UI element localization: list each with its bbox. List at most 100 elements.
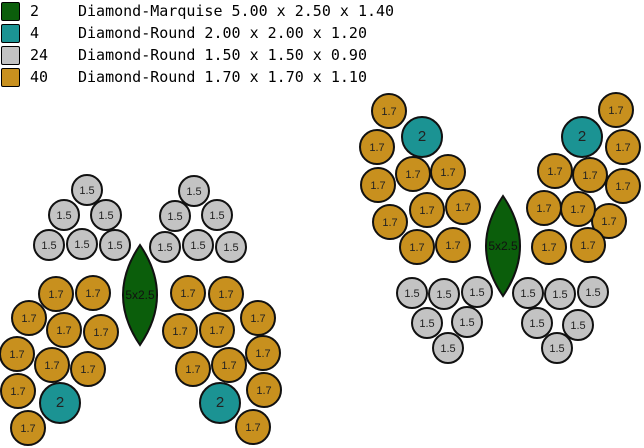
- round-stone-1-7: [75, 275, 111, 311]
- round-stone-1-7: [246, 372, 282, 408]
- round-stone-1-7-label: 1.7: [445, 240, 460, 252]
- round-stone-1-7: [0, 336, 35, 372]
- round-stone-1-7-label: 1.7: [255, 348, 270, 360]
- round-stone-1-5-label: 1.5: [157, 242, 172, 254]
- round-stone-1-5: [33, 229, 65, 261]
- round-stone-2-label: 2: [56, 394, 64, 411]
- round-stone-1-7-label: 1.7: [409, 242, 424, 254]
- round-stone-1-5: [451, 306, 483, 338]
- round-stone-1-7: [211, 347, 247, 383]
- round-stone-1-5: [182, 229, 214, 261]
- round-stone-1-7-label: 1.7: [44, 360, 59, 372]
- round-stone-1-7: [605, 168, 641, 204]
- round-stone-1-5-label: 1.5: [469, 287, 484, 299]
- round-stone-1-5-label: 1.5: [520, 288, 535, 300]
- round-stone-1-7-label: 1.7: [608, 105, 623, 117]
- round-stone-1-5-label: 1.5: [549, 343, 564, 355]
- round-stone-2-label: 2: [216, 394, 224, 411]
- round-stone-1-5: [396, 277, 428, 309]
- round-stone-1-7-label: 1.7: [180, 288, 195, 300]
- round-stone-1-5: [544, 278, 576, 310]
- round-stone-1-7: [38, 276, 74, 312]
- round-stone-1-7: [435, 227, 471, 263]
- round-stone-1-7: [359, 129, 395, 165]
- round-stone-1-7-label: 1.7: [9, 349, 24, 361]
- round-stone-1-7-label: 1.7: [93, 327, 108, 339]
- round-stone-1-7-label: 1.7: [541, 242, 556, 254]
- round-stone-1-7-label: 1.7: [209, 325, 224, 337]
- description: Diamond-Marquise 5.00 x 2.50 x 1.40: [78, 2, 395, 20]
- round-stone-1-5: [66, 228, 98, 260]
- round-stone-1-5: [215, 231, 247, 263]
- round-stone-1-5-label: 1.5: [404, 288, 419, 300]
- round-stone-1-5: [71, 174, 103, 206]
- round-stone-1-5-label: 1.5: [107, 240, 122, 252]
- color-swatch: [1, 2, 20, 21]
- round-stone-1-7-label: 1.7: [381, 106, 396, 118]
- round-stone-1-7: [409, 192, 445, 228]
- round-stone-1-7-label: 1.7: [369, 142, 384, 154]
- round-stone-1-7-label: 1.7: [218, 289, 233, 301]
- round-stone-1-7-label: 1.7: [85, 288, 100, 300]
- round-stone-1-7: [245, 335, 281, 371]
- round-stone-1-7: [70, 351, 106, 387]
- round-stone-1-7-label: 1.7: [172, 326, 187, 338]
- round-stone-1-7: [208, 276, 244, 312]
- round-stone-1-5-label: 1.5: [56, 210, 71, 222]
- round-stone-1-5-label: 1.5: [552, 289, 567, 301]
- round-stone-1-7: [175, 351, 211, 387]
- color-swatch: [1, 46, 20, 65]
- description: Diamond-Round 1.50 x 1.50 x 0.90: [78, 46, 367, 64]
- round-stone-1-5-label: 1.5: [98, 210, 113, 222]
- round-stone-1-7: [399, 229, 435, 265]
- round-stone-1-7-label: 1.7: [601, 216, 616, 228]
- round-stone-1-7: [199, 312, 235, 348]
- count: 24: [30, 46, 49, 64]
- color-swatch: [1, 68, 20, 87]
- round-stone-1-7: [0, 373, 36, 409]
- round-stone-1-7: [570, 227, 606, 263]
- round-stone-1-5-label: 1.5: [74, 239, 89, 251]
- color-swatch: [1, 24, 20, 43]
- marquise-stone: [122, 243, 158, 347]
- round-stone-1-7-label: 1.7: [547, 166, 562, 178]
- round-stone-1-7: [83, 314, 119, 350]
- round-stone-1-7: [11, 300, 47, 336]
- round-stone-1-5: [521, 307, 553, 339]
- round-stone-1-5-label: 1.5: [223, 242, 238, 254]
- round-stone-2-label: 2: [578, 128, 586, 145]
- round-stone-1-5: [149, 231, 181, 263]
- count: 4: [30, 24, 40, 42]
- round-stone-2: [39, 382, 81, 424]
- round-stone-1-5-label: 1.5: [459, 317, 474, 329]
- round-stone-2: [401, 116, 443, 158]
- marquise-label: 5x2.5: [488, 239, 518, 253]
- round-stone-1-7: [445, 189, 481, 225]
- round-stone-1-7: [371, 93, 407, 129]
- round-stone-1-7-label: 1.7: [419, 205, 434, 217]
- legend-row-round-1-7: 40 Diamond-Round 1.70 x 1.70 x 1.10: [0, 68, 440, 88]
- round-stone-1-5: [461, 276, 493, 308]
- round-stone-1-5-label: 1.5: [529, 318, 544, 330]
- round-stone-1-5-label: 1.5: [79, 185, 94, 197]
- round-stone-1-5: [48, 199, 80, 231]
- round-stone-1-7-label: 1.7: [570, 204, 585, 216]
- round-stone-1-7: [10, 410, 46, 446]
- marquise-label: 5x2.5: [125, 288, 155, 302]
- round-stone-1-7: [430, 154, 466, 190]
- round-stone-1-5: [411, 307, 443, 339]
- count: 2: [30, 2, 40, 20]
- round-stone-1-5-label: 1.5: [209, 210, 224, 222]
- description: Diamond-Round 1.70 x 1.70 x 1.10: [78, 68, 367, 86]
- round-stone-1-5: [90, 199, 122, 231]
- round-stone-1-5-label: 1.5: [190, 240, 205, 252]
- round-stone-1-7-label: 1.7: [582, 170, 597, 182]
- round-stone-1-7-label: 1.7: [580, 240, 595, 252]
- round-stone-1-7: [34, 347, 70, 383]
- round-stone-1-5: [428, 278, 460, 310]
- round-stone-2-label: 2: [418, 128, 426, 145]
- round-stone-1-7: [162, 313, 198, 349]
- round-stone-1-7-label: 1.7: [80, 364, 95, 376]
- legend-row-round-2: 4 Diamond-Round 2.00 x 2.00 x 1.20: [0, 24, 440, 44]
